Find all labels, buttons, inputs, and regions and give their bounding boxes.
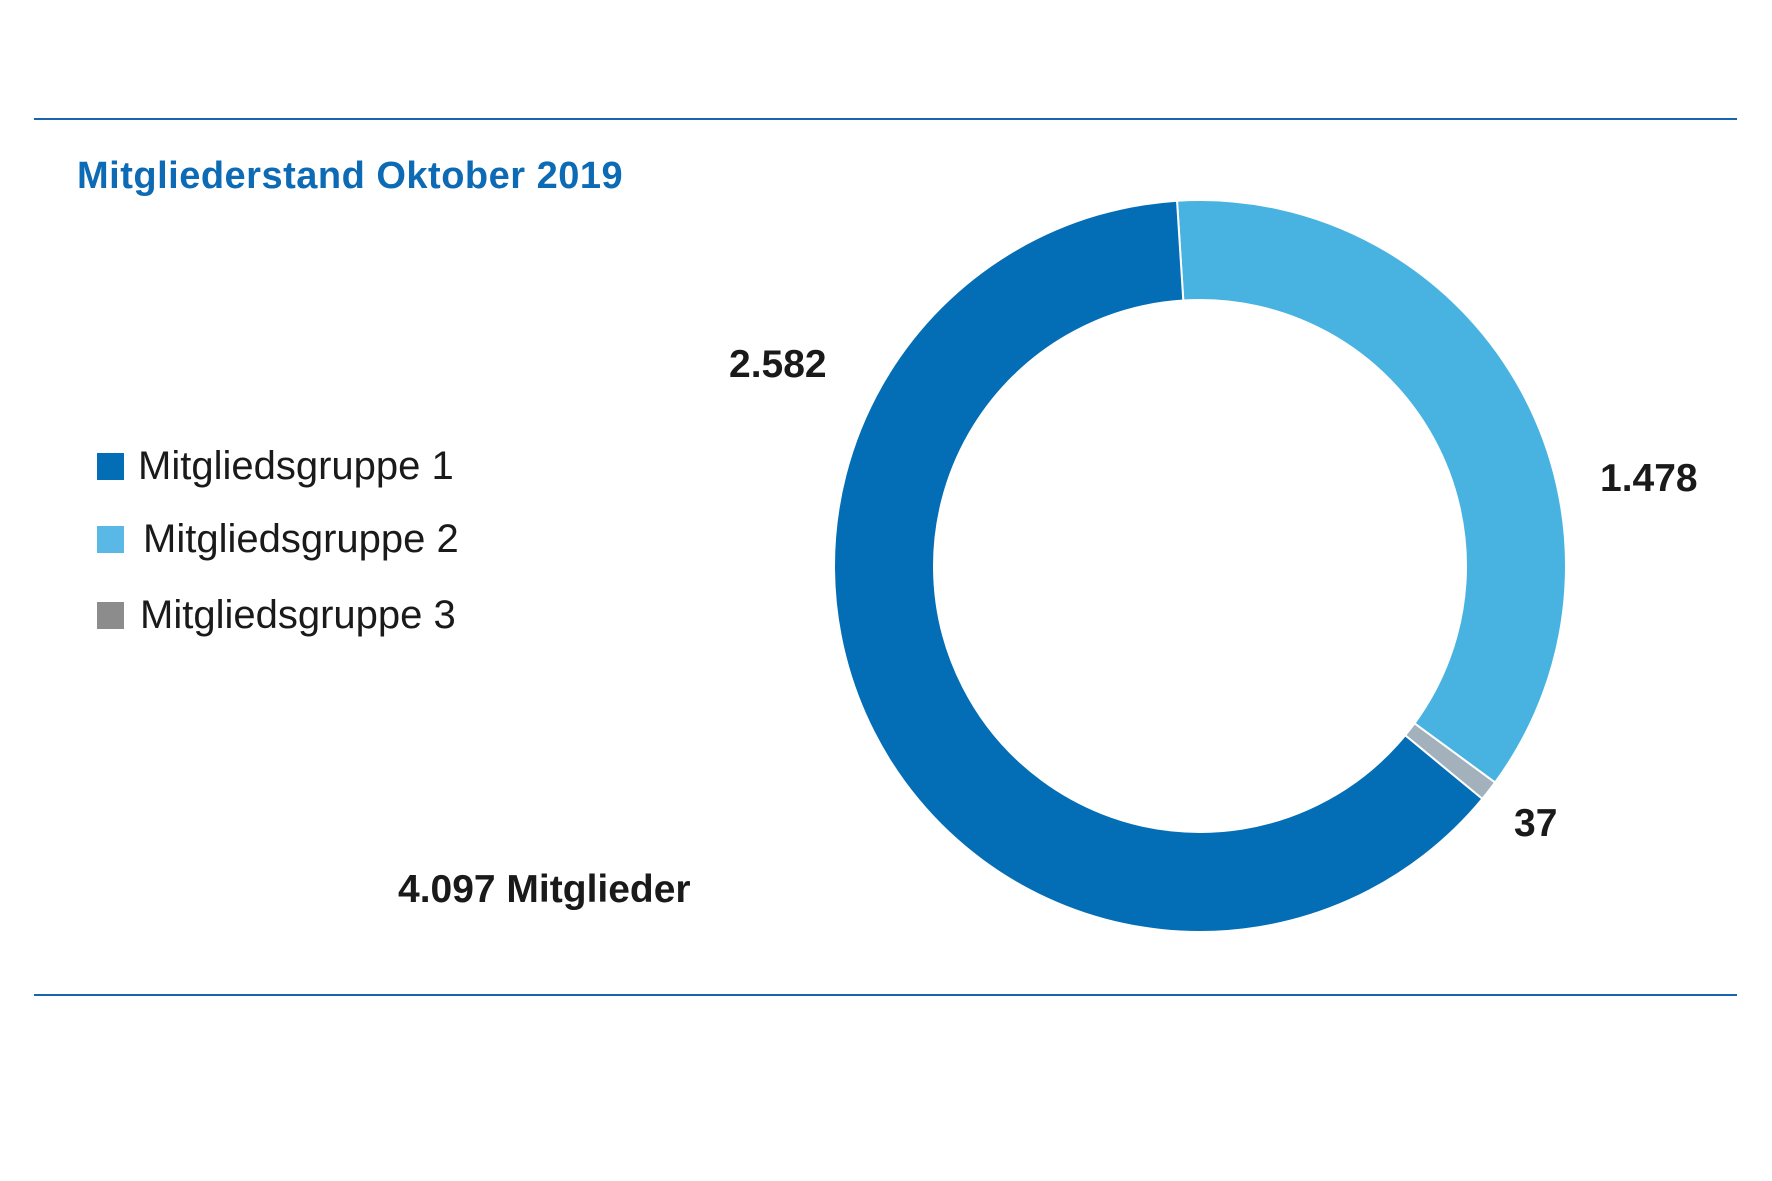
value-label-group-3: 37 [1514, 802, 1558, 845]
legend-item-group-1: Mitgliedsgruppe 1 [97, 444, 454, 489]
legend-label: Mitgliedsgruppe 1 [138, 444, 454, 488]
legend-swatch [97, 453, 124, 480]
value-label-group-2: 1.478 [1600, 457, 1698, 500]
value-label-group-1: 2.582 [729, 343, 827, 386]
total-label: 4.097 Mitglieder [398, 868, 691, 911]
legend-item-group-3: Mitgliedsgruppe 3 [97, 593, 456, 638]
legend-item-group-2: Mitgliedsgruppe 2 [97, 517, 459, 562]
donut-slice-group-1 [833, 199, 1484, 933]
legend-swatch [97, 526, 124, 553]
donut-slice-group-2 [1175, 199, 1567, 784]
legend-swatch [97, 602, 124, 629]
bottom-rule [34, 994, 1737, 996]
legend-label: Mitgliedsgruppe 2 [143, 517, 459, 561]
top-rule [34, 118, 1737, 120]
chart-title: Mitgliederstand Oktober 2019 [77, 155, 624, 197]
legend-label: Mitgliedsgruppe 3 [140, 593, 456, 637]
